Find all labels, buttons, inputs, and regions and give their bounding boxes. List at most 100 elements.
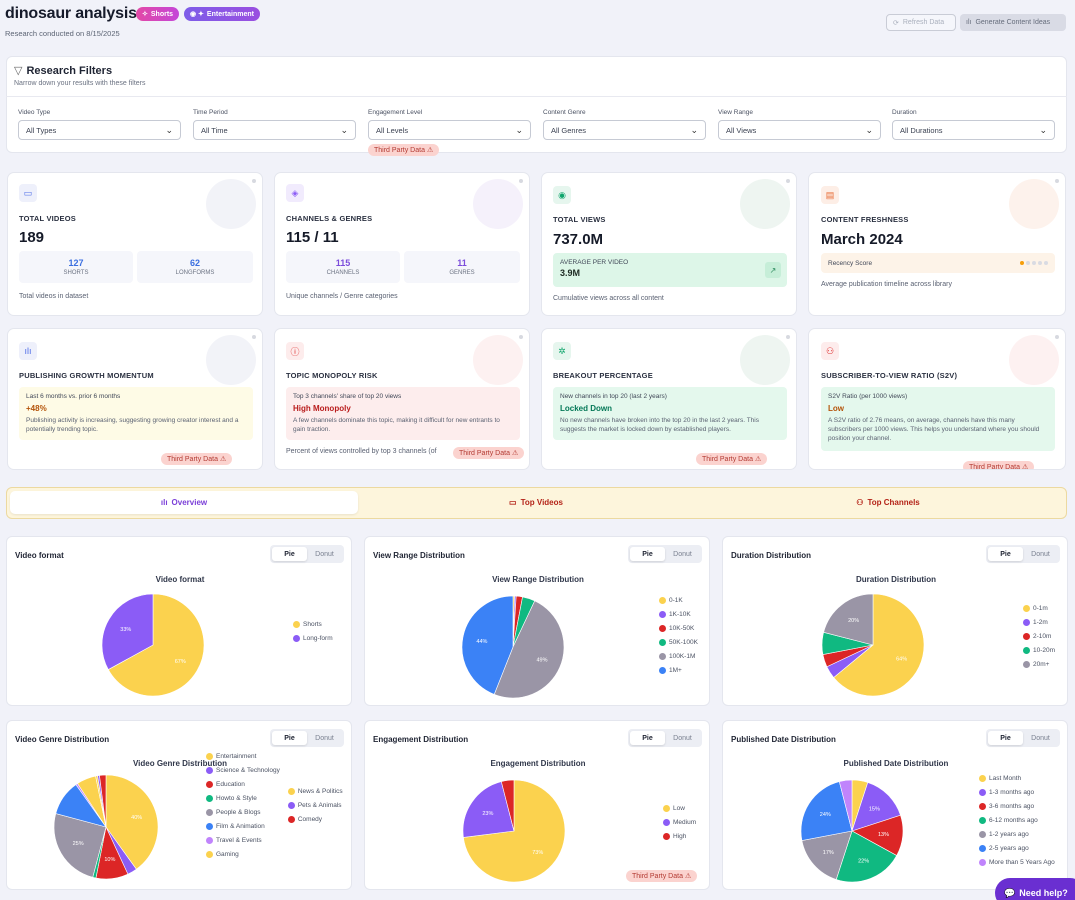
- legend-item[interactable]: 0-1K: [659, 593, 698, 607]
- legend-item[interactable]: Science & Technology: [206, 763, 280, 777]
- legend-item[interactable]: 20m+: [1023, 657, 1055, 671]
- legend-item[interactable]: Comedy: [287, 812, 343, 826]
- legend-item[interactable]: 1-3 months ago: [979, 785, 1055, 799]
- legend-item[interactable]: 2-10m: [1023, 629, 1055, 643]
- recency-label: Recency Score: [828, 259, 873, 267]
- donut-toggle-button[interactable]: Donut: [673, 550, 692, 558]
- tab-top-channels[interactable]: ⚇ Top Channels: [714, 491, 1062, 514]
- pie-slice-people-blogs[interactable]: [53, 813, 107, 878]
- legend-item[interactable]: 50K-100K: [659, 635, 698, 649]
- legend-label: High: [673, 832, 687, 840]
- chart-title: View Range Distribution: [492, 575, 584, 584]
- chart-panel: Engagement Distribution Pie Donut Engage…: [364, 720, 710, 890]
- legend-item[interactable]: Low: [663, 801, 696, 815]
- pie-slice-2-5-years-ago[interactable]: [800, 781, 853, 841]
- donut-toggle-button[interactable]: Donut: [1031, 734, 1050, 742]
- legend-item[interactable]: 1-2m: [1023, 615, 1055, 629]
- pie-slice-more-than-5-years-ago[interactable]: [838, 779, 853, 832]
- pie-slice-1-2-years-ago[interactable]: [801, 830, 853, 880]
- legend-item[interactable]: Travel & Events: [206, 833, 280, 847]
- legend-item[interactable]: 2-5 years ago: [979, 841, 1055, 855]
- pie-toggle-button[interactable]: Pie: [272, 547, 307, 561]
- card-footnote: Total videos in dataset: [19, 293, 89, 300]
- legend-item[interactable]: 1M+: [659, 663, 698, 677]
- legend-item[interactable]: News & Politics: [287, 784, 343, 798]
- legend-item[interactable]: Howto & Style: [206, 791, 280, 805]
- chevron-down-icon: ⌄: [1039, 124, 1047, 135]
- legend-label: 2-5 years ago: [989, 844, 1029, 852]
- pie-slice-medium[interactable]: [462, 781, 515, 838]
- chart-legend: 0-1m 1-2m 2-10m 10-20m 20m+: [1023, 601, 1055, 671]
- legend-item[interactable]: Shorts: [293, 617, 333, 631]
- pie-slice-comedy[interactable]: [99, 774, 107, 828]
- legend-item[interactable]: Education: [206, 777, 280, 791]
- legend-item[interactable]: 10K-50K: [659, 621, 698, 635]
- tab-overview[interactable]: ılı Overview: [10, 491, 358, 514]
- pie-toggle-button[interactable]: Pie: [988, 547, 1023, 561]
- legend-item[interactable]: High: [663, 829, 696, 843]
- card-value: 189: [19, 229, 45, 246]
- pie-slice-100k-1m[interactable]: [493, 600, 565, 699]
- legend-item[interactable]: 10-20m: [1023, 643, 1055, 657]
- pie-toggle-button[interactable]: Pie: [630, 731, 665, 745]
- pie-slice-long-form[interactable]: [101, 593, 154, 670]
- legend-item[interactable]: Long-form: [293, 631, 333, 645]
- chart-panel: View Range Distribution Pie Donut View R…: [364, 536, 710, 706]
- legend-item[interactable]: Gaming: [206, 847, 280, 861]
- card-title: TOPIC MONOPOLY RISK: [286, 371, 378, 380]
- legend-item[interactable]: 1-2 years ago: [979, 827, 1055, 841]
- time-period-select[interactable]: All Time ⌄: [193, 120, 356, 140]
- legend-item[interactable]: 6-12 months ago: [979, 813, 1055, 827]
- legend-item[interactable]: Last Month: [979, 771, 1055, 785]
- duration-select[interactable]: All Durations ⌄: [892, 120, 1055, 140]
- legend-item[interactable]: Medium: [663, 815, 696, 829]
- pie-toggle-button[interactable]: Pie: [272, 731, 307, 745]
- bar-chart-icon: ılı: [19, 342, 37, 360]
- donut-toggle-button[interactable]: Donut: [1031, 550, 1050, 558]
- pie-toggle-button[interactable]: Pie: [988, 731, 1023, 745]
- card-value: 737.0M: [553, 231, 604, 248]
- engagement-select[interactable]: All Levels ⌄: [368, 120, 531, 140]
- donut-toggle-button[interactable]: Donut: [315, 734, 334, 742]
- need-help-button[interactable]: 💬 Need help?: [995, 878, 1075, 900]
- legend-item[interactable]: 0-1m: [1023, 601, 1055, 615]
- donut-toggle-button[interactable]: Donut: [315, 550, 334, 558]
- legend-item[interactable]: People & Blogs: [206, 805, 280, 819]
- legend-item[interactable]: Film & Animation: [206, 819, 280, 833]
- generate-ideas-button[interactable]: ılı Generate Content Ideas: [960, 14, 1066, 31]
- legend-label: News & Politics: [297, 787, 343, 795]
- pie-slice-shorts[interactable]: [107, 593, 205, 697]
- chart-panel: Published Date Distribution Pie Donut Pu…: [722, 720, 1068, 890]
- pie-slice-1m-[interactable]: [461, 595, 514, 695]
- research-date: Research conducted on 8/15/2025: [5, 29, 120, 38]
- donut-toggle-button[interactable]: Donut: [673, 734, 692, 742]
- legend-item[interactable]: Entertainment: [206, 749, 280, 763]
- genre-select[interactable]: All Genres ⌄: [543, 120, 706, 140]
- entertainment-tag: ◉ ✦ Entertainment: [184, 7, 260, 21]
- legend-swatch: [206, 794, 213, 802]
- chart-legend: Low Medium High: [663, 801, 696, 843]
- legend-item[interactable]: Pets & Animals: [287, 798, 343, 812]
- pie-slice-20m-[interactable]: [823, 593, 874, 646]
- legend-item[interactable]: 100K-1M: [659, 649, 698, 663]
- legend-item[interactable]: More than 5 Years Ago: [979, 855, 1055, 869]
- pie-slice-0-1m[interactable]: [833, 593, 925, 697]
- tab-top-videos[interactable]: ▭ Top Videos: [362, 491, 710, 514]
- legend-item[interactable]: 1K-10K: [659, 607, 698, 621]
- refresh-data-button[interactable]: ⟳ Refresh Data: [886, 14, 956, 31]
- legend-swatch: [287, 787, 295, 795]
- view-range-select[interactable]: All Views ⌄: [718, 120, 881, 140]
- pie-slice-high[interactable]: [500, 779, 515, 832]
- pie-slice-entertainment[interactable]: [105, 774, 159, 870]
- view-range-value: All Views: [726, 125, 757, 135]
- filters-divider: [6, 96, 1067, 97]
- legend-label: Long-form: [303, 634, 333, 642]
- pie-slice-6-12-months-ago[interactable]: [835, 830, 898, 883]
- legend-swatch: [663, 804, 670, 812]
- pie-toggle-button[interactable]: Pie: [630, 547, 665, 561]
- third-party-label: Third Party Data: [632, 872, 683, 880]
- video-type-select[interactable]: All Types ⌄: [18, 120, 181, 140]
- breakout-value: Locked Down: [560, 404, 613, 413]
- legend-item[interactable]: 3-6 months ago: [979, 799, 1055, 813]
- third-party-badge: Third Party Data ⚠: [161, 453, 233, 465]
